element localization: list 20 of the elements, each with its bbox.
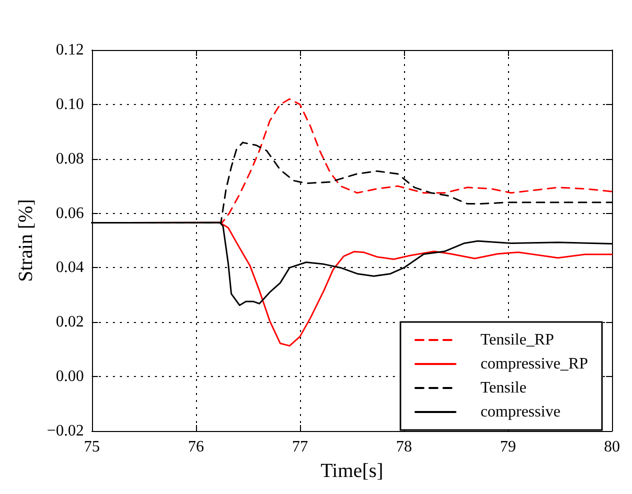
y-tick-label: 0.08 (56, 150, 84, 168)
y-tick-label: 0.04 (56, 259, 84, 276)
x-tick-label: 79 (500, 438, 516, 456)
x-tick-label: 75 (84, 438, 100, 456)
y-tick-label: 0.02 (56, 314, 84, 331)
y-tick-label: 0.10 (56, 96, 84, 113)
legend-label: compressive (480, 404, 560, 420)
x-tick-label: 80 (604, 438, 620, 456)
y-tick-label: 0.12 (56, 42, 84, 58)
x-tick-label: 77 (292, 438, 308, 456)
y-tick-label: 0.06 (56, 204, 84, 222)
x-axis-title: Time[s] (320, 460, 384, 482)
y-tick-label: −0.02 (46, 422, 84, 440)
x-tick-label: 78 (396, 438, 412, 456)
legend-label: Tensile (480, 380, 526, 396)
legend-label: compressive_RP (480, 356, 588, 372)
x-tick-label: 76 (188, 438, 204, 456)
legend-label: Tensile_RP (480, 332, 554, 348)
y-tick-label: 0.00 (56, 368, 84, 386)
y-axis-title: Strain [%] (15, 199, 37, 282)
